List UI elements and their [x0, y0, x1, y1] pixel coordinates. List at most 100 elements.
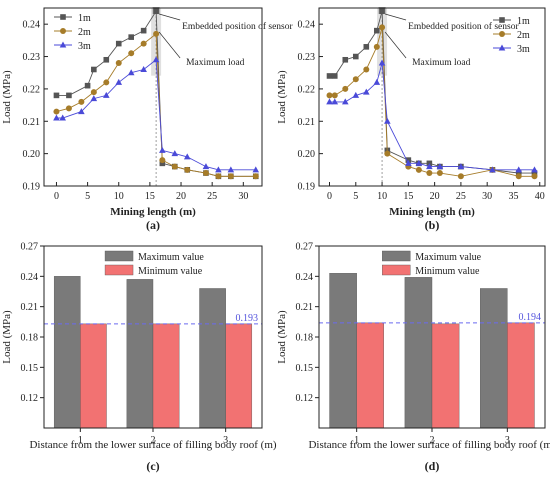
legend-label-minimum: Minimum value [138, 266, 203, 277]
x-tick-label: 30 [238, 191, 248, 202]
chart-panel-d: 1 2 3 0.194 0.12 0.15 0.18 0.21 0.24 0.27 Distance… [276, 242, 550, 474]
data-point-2m [331, 92, 338, 99]
data-point-2m [202, 170, 209, 177]
legend-label-1m: 1m [517, 16, 530, 27]
legend-marker-1m [499, 17, 505, 23]
bar-maximum [199, 288, 226, 429]
series-line-2m [56, 33, 256, 177]
annotation-sensor: Embedded position of sensor [182, 21, 293, 32]
y-tick-label: 0.24 [298, 20, 316, 31]
legend-label-minimum: Minimum value [415, 266, 480, 277]
reference-line-label: 0.194 [519, 312, 542, 323]
bar-maximum [329, 273, 357, 429]
x-tick-label: 2 [151, 435, 156, 446]
x-tick-label: 5 [353, 191, 358, 202]
legend-swatch-maximum [104, 250, 134, 262]
y-axis-label: Load (MPa) [276, 310, 288, 364]
data-point-3m [127, 69, 135, 76]
data-point-3m [436, 163, 444, 170]
y-axis-label: Load (MPa) [1, 310, 13, 364]
data-point-1m [140, 27, 147, 34]
y-tick-label: 0.12 [21, 393, 39, 404]
y-tick-label: 0.27 [296, 242, 314, 253]
plot-frame [43, 7, 263, 187]
panel-label: (d) [425, 459, 440, 473]
y-axis-label: Load (MPa) [276, 70, 288, 124]
annotation-max-load: Maximum load [412, 58, 471, 68]
data-point-3m [326, 98, 333, 105]
data-point-3m [363, 88, 370, 95]
y-tick-label: 0.24 [23, 20, 41, 31]
data-point-2m [78, 98, 85, 105]
data-point-3m [405, 159, 412, 166]
data-point-2m [184, 166, 191, 173]
legend-marker-3m [498, 44, 506, 51]
y-tick-label: 0.24 [296, 272, 314, 283]
data-point-1m [115, 40, 122, 47]
legend-marker-2m [499, 31, 505, 37]
data-point-2m [436, 170, 443, 177]
x-tick-label: 3 [223, 435, 228, 446]
bar-maximum [404, 277, 433, 429]
data-point-1m [531, 170, 538, 176]
data-point-2m [171, 163, 178, 170]
y-tick-label: 0.15 [21, 363, 39, 374]
data-point-3m [102, 91, 110, 98]
y-tick-label: 0.20 [298, 149, 316, 160]
data-point-3m [183, 153, 191, 160]
x-tick-label: 5 [85, 191, 90, 202]
legend-label-2m: 2m [78, 27, 91, 38]
series-line-3m [329, 62, 535, 171]
y-tick-label: 0.18 [296, 333, 314, 344]
x-tick-label: 30 [482, 191, 492, 202]
x-tick-label: 20 [176, 191, 186, 202]
bar-minimum [225, 323, 253, 429]
x-tick-label: 25 [207, 191, 217, 202]
data-point-2m [384, 150, 391, 157]
data-point-2m [352, 76, 359, 83]
data-point-1m [84, 82, 91, 89]
x-tick-label: 35 [508, 191, 518, 202]
legend-label-maximum: Maximum value [138, 252, 204, 263]
data-point-2m [153, 30, 160, 37]
reference-line-label: 0.193 [236, 313, 259, 324]
data-point-2m [342, 85, 349, 92]
x-tick-label: 2 [430, 435, 435, 446]
data-point-2m [252, 173, 259, 180]
data-point-2m [115, 60, 122, 67]
panel-label: (a) [146, 218, 160, 232]
legend-marker-3m [59, 41, 67, 48]
x-axis-label: Mining length (m) [389, 206, 475, 218]
data-point-2m [373, 43, 380, 50]
data-point-2m [227, 173, 234, 180]
legend-label-maximum: Maximum value [415, 252, 481, 263]
x-tick-label: 3 [505, 435, 510, 446]
data-point-3m [415, 159, 423, 166]
legend-marker-1m [60, 14, 66, 20]
data-point-1m [363, 44, 370, 50]
data-point-1m [342, 56, 349, 63]
y-tick-label: 0.20 [23, 149, 41, 160]
x-tick-label: 15 [145, 191, 155, 202]
data-point-3m [227, 166, 235, 173]
legend-label-2m: 2m [517, 30, 530, 41]
data-point-2m [363, 66, 370, 73]
data-point-2m [215, 173, 222, 180]
y-tick-label: 0.21 [296, 302, 314, 313]
y-tick-label: 0.24 [21, 272, 39, 283]
data-point-3m [515, 166, 523, 173]
x-tick-label: 25 [456, 191, 466, 202]
legend-label-1m: 1m [78, 13, 91, 24]
bar-maximum [480, 288, 508, 429]
data-point-1m [374, 27, 380, 34]
data-point-3m [373, 78, 381, 85]
y-tick-label: 0.22 [298, 84, 316, 95]
y-tick-label: 0.21 [298, 117, 316, 128]
chart-panel-a: 0 5 10 15 20 25 30 0.19 0.20 0.21 0.22 0.23 0.24 Mini… [1, 7, 294, 232]
legend-label-3m: 3m [78, 41, 91, 52]
y-tick-label: 0.22 [23, 84, 41, 95]
legend-swatch-minimum [382, 264, 411, 276]
data-point-3m [378, 59, 386, 66]
bar-minimum [356, 322, 384, 429]
